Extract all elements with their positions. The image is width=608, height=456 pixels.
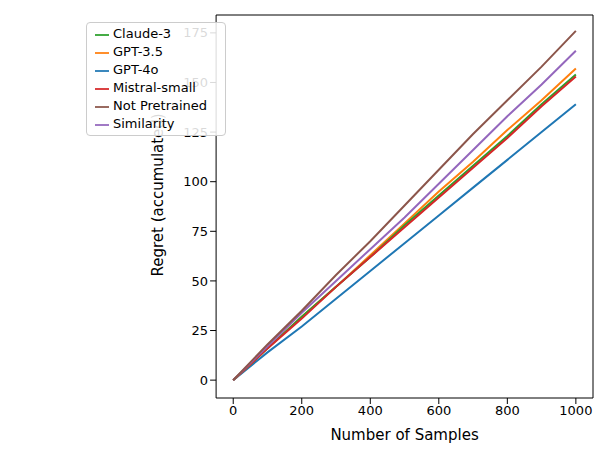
svg-text:Regret (accumulated): Regret (accumulated) (149, 113, 167, 276)
svg-text:200: 200 (289, 403, 314, 418)
svg-text:0: 0 (229, 403, 237, 418)
svg-text:Number of Samples: Number of Samples (330, 426, 478, 444)
svg-text:600: 600 (426, 403, 451, 418)
svg-text:25: 25 (192, 323, 209, 338)
svg-text:125: 125 (183, 125, 208, 140)
svg-text:800: 800 (495, 403, 520, 418)
svg-text:1000: 1000 (559, 403, 592, 418)
svg-text:400: 400 (358, 403, 383, 418)
svg-text:100: 100 (183, 174, 208, 189)
svg-text:0: 0 (200, 373, 208, 388)
svg-text:75: 75 (192, 224, 209, 239)
svg-text:175: 175 (183, 25, 208, 40)
svg-text:50: 50 (192, 274, 209, 289)
svg-text:150: 150 (183, 75, 208, 90)
